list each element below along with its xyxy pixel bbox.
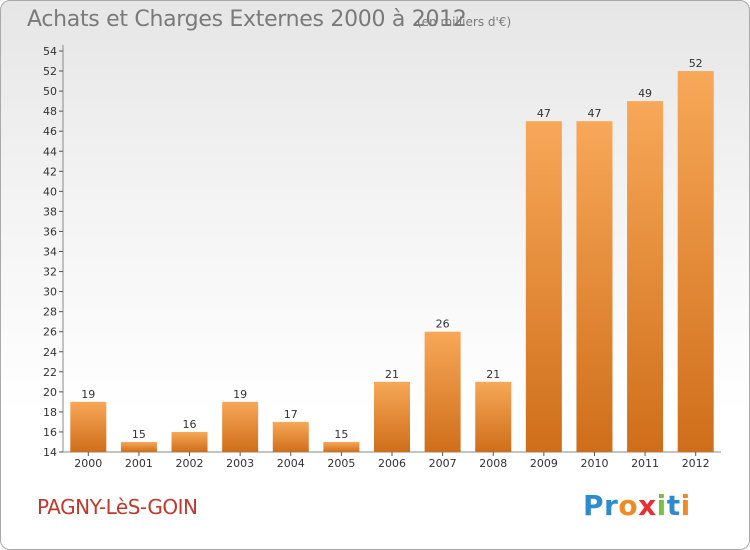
y-tick-label: 24 bbox=[43, 346, 57, 359]
y-tick-label: 26 bbox=[43, 326, 57, 339]
x-tick-label: 2004 bbox=[277, 457, 305, 470]
bar bbox=[171, 431, 208, 452]
y-tick-label: 52 bbox=[43, 65, 57, 78]
data-label: 16 bbox=[183, 418, 197, 431]
chart-title: Achats et Charges Externes 2000 à 2012 bbox=[27, 7, 467, 32]
proxiti-logo: Proxiti bbox=[583, 489, 691, 522]
data-label: 17 bbox=[284, 408, 298, 421]
data-label: 47 bbox=[587, 107, 601, 120]
bar bbox=[272, 421, 309, 452]
y-tick-label: 54 bbox=[43, 45, 57, 58]
x-tick-label: 2010 bbox=[580, 457, 608, 470]
y-tick-label: 22 bbox=[43, 366, 57, 379]
logo-letter: i bbox=[656, 489, 667, 522]
x-tick-label: 2011 bbox=[631, 457, 659, 470]
y-tick-label: 50 bbox=[43, 85, 57, 98]
x-tick-label: 2005 bbox=[327, 457, 355, 470]
data-label: 15 bbox=[334, 428, 348, 441]
y-tick-label: 34 bbox=[43, 246, 57, 259]
data-label: 21 bbox=[486, 368, 500, 381]
bar bbox=[677, 71, 714, 453]
bar bbox=[323, 441, 360, 452]
x-tick-label: 2000 bbox=[74, 457, 102, 470]
logo-letter: t bbox=[666, 489, 681, 522]
y-tick-label: 38 bbox=[43, 205, 57, 218]
bar bbox=[576, 121, 613, 453]
y-tick-label: 30 bbox=[43, 286, 57, 299]
data-label: 52 bbox=[689, 57, 703, 70]
data-label: 15 bbox=[132, 428, 146, 441]
x-tick-label: 2001 bbox=[125, 457, 153, 470]
bar bbox=[475, 381, 512, 452]
bar bbox=[627, 101, 664, 452]
x-tick-label: 2002 bbox=[176, 457, 204, 470]
logo-letter: r bbox=[604, 489, 619, 522]
bar bbox=[70, 401, 107, 452]
logo-letter: P bbox=[583, 489, 605, 522]
bar bbox=[424, 331, 461, 452]
y-tick-label: 42 bbox=[43, 165, 57, 178]
logo-letter: x bbox=[638, 489, 657, 522]
y-tick-label: 48 bbox=[43, 105, 57, 118]
y-tick-label: 20 bbox=[43, 386, 57, 399]
y-tick-label: 36 bbox=[43, 225, 57, 238]
commune-name: PAGNY-LèS-GOIN bbox=[37, 495, 198, 519]
y-tick-label: 14 bbox=[43, 446, 57, 459]
x-tick-label: 2006 bbox=[378, 457, 406, 470]
logo-letter: i bbox=[680, 489, 691, 522]
y-tick-label: 46 bbox=[43, 125, 57, 138]
y-tick-label: 18 bbox=[43, 406, 57, 419]
y-tick-label: 44 bbox=[43, 145, 57, 158]
x-tick-label: 2003 bbox=[226, 457, 254, 470]
bar bbox=[525, 121, 562, 453]
x-tick-label: 2008 bbox=[479, 457, 507, 470]
data-label: 19 bbox=[81, 388, 95, 401]
chart-subtitle: (en milliers d'€) bbox=[417, 15, 512, 29]
bar bbox=[222, 401, 259, 452]
x-tick-label: 2007 bbox=[429, 457, 457, 470]
x-tick-label: 2009 bbox=[530, 457, 558, 470]
data-label: 26 bbox=[436, 318, 450, 331]
y-tick-label: 28 bbox=[43, 306, 57, 319]
data-label: 49 bbox=[638, 87, 652, 100]
logo-letter: o bbox=[618, 489, 639, 522]
y-tick-label: 32 bbox=[43, 266, 57, 279]
data-label: 21 bbox=[385, 368, 399, 381]
bar bbox=[374, 381, 410, 452]
data-label: 19 bbox=[233, 388, 247, 401]
y-tick-label: 16 bbox=[43, 426, 57, 439]
y-tick-label: 40 bbox=[43, 185, 57, 198]
x-tick-label: 2012 bbox=[682, 457, 710, 470]
bar bbox=[120, 441, 157, 452]
data-label: 47 bbox=[537, 107, 551, 120]
